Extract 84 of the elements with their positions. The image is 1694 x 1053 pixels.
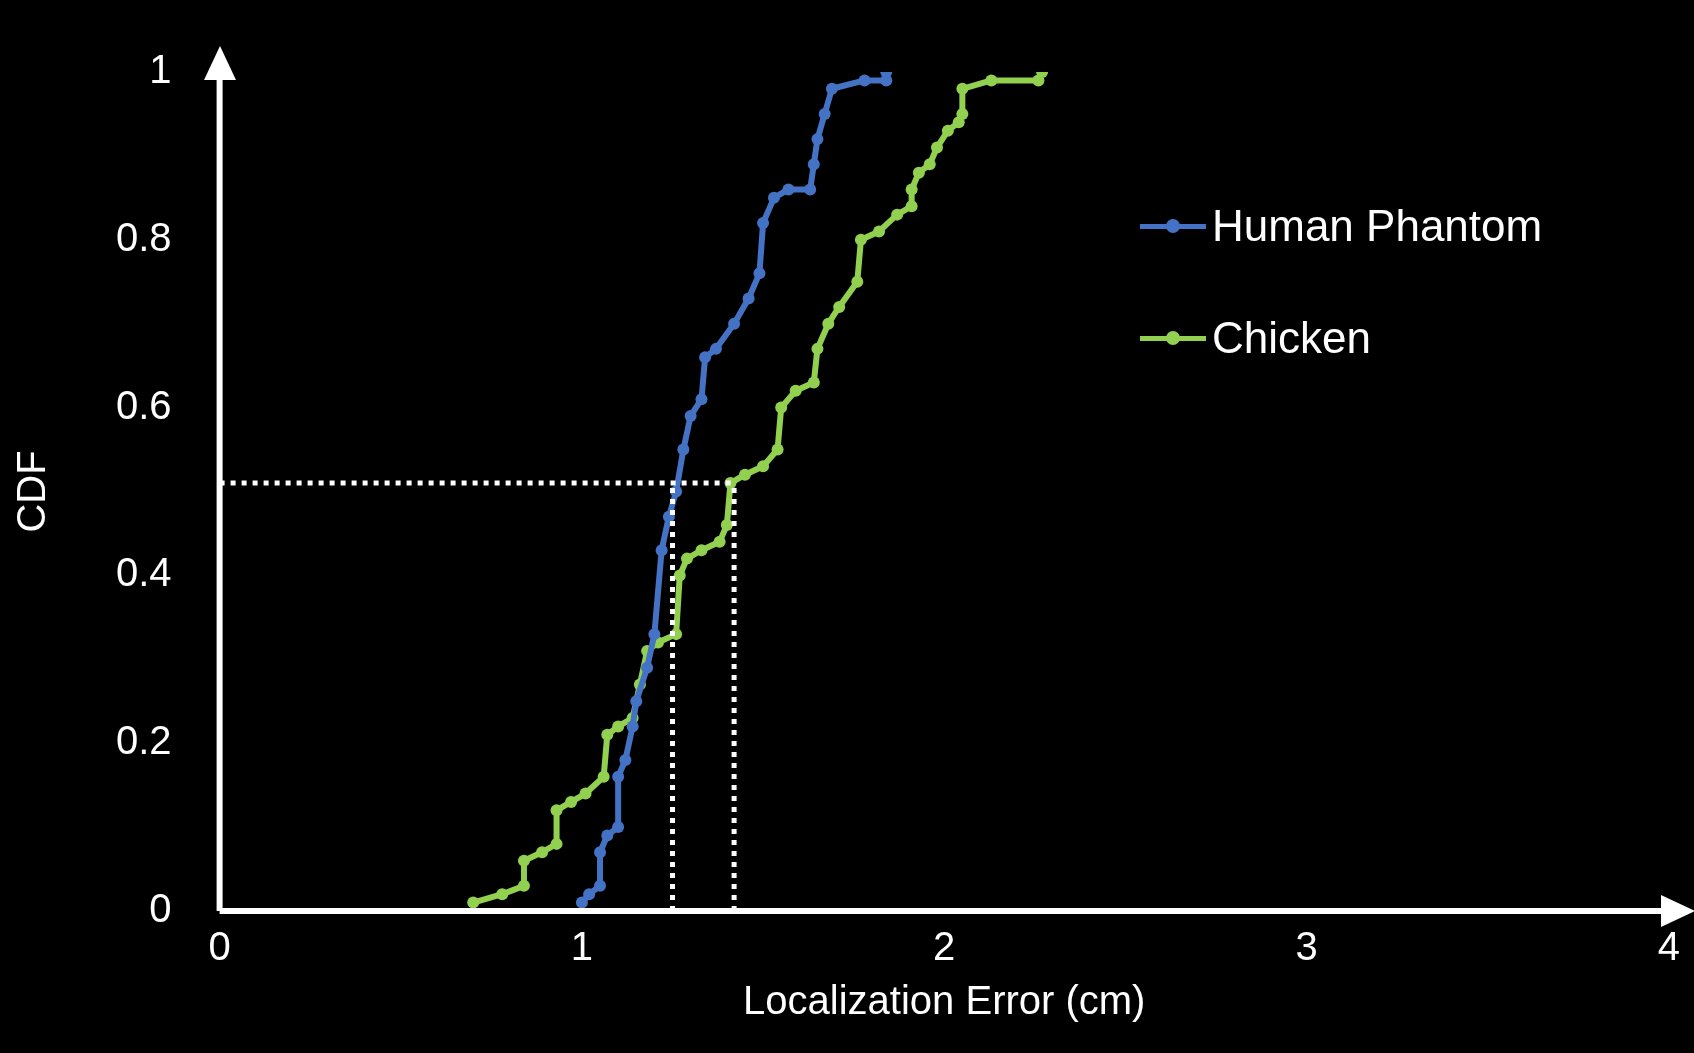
point [630,695,643,708]
point [807,376,820,389]
point [851,275,864,288]
point [720,519,733,532]
point [854,233,867,246]
x-tick-label: 4 [1657,924,1680,969]
point [833,300,846,313]
point [905,183,918,196]
point [789,384,802,397]
point [941,124,954,137]
x-tick-label: 2 [933,924,956,969]
point [601,728,614,741]
point [626,720,639,733]
point [601,829,614,842]
point [579,787,592,800]
point [641,661,654,674]
point [753,267,766,280]
point [594,879,607,892]
point [655,544,668,557]
point [467,896,480,909]
legend-label: Chicken [1212,313,1371,363]
point [956,107,969,120]
x-tick-label: 1 [570,924,594,969]
point [923,158,936,171]
point [684,409,697,422]
point [811,342,824,355]
point [619,753,632,766]
point [742,292,755,305]
x-axis-title: Localization Error (cm) [743,978,1146,1023]
point [612,720,625,733]
point [822,317,835,330]
point [597,770,610,783]
point [550,837,563,850]
point [771,443,784,456]
y-tick-label: 0.2 [116,718,172,763]
y-axis-title: CDF [9,450,54,533]
point [818,107,831,120]
point [757,217,770,230]
point [612,770,625,783]
point [575,896,588,909]
x-tick-label: 0 [208,924,231,969]
point [612,821,625,834]
point [873,225,886,238]
y-tick-label: 0.4 [116,550,172,595]
point [811,133,824,146]
point [517,879,530,892]
point [728,317,741,330]
point [858,74,871,87]
x-tick-label: 3 [1295,924,1318,969]
point [699,351,712,364]
point [738,468,751,481]
point [565,795,578,808]
y-tick-label: 0 [149,886,172,931]
point [912,166,925,179]
y-tick-label: 1 [149,47,172,92]
point [825,82,838,95]
point [767,191,780,204]
point [648,628,661,641]
point [550,804,563,817]
point [956,82,969,95]
point [985,74,998,87]
point [905,200,918,213]
point [536,846,549,859]
point [517,854,530,867]
point [804,183,817,196]
point [695,393,708,406]
point [775,401,788,414]
point [496,888,509,901]
point [583,888,596,901]
point [677,443,690,456]
y-tick-label: 0.6 [116,382,172,427]
point [891,208,904,221]
point [695,544,708,557]
point [782,183,795,196]
point [709,342,722,355]
point [713,535,726,548]
point [673,569,686,582]
point [681,552,693,565]
point [594,846,607,859]
point [807,158,820,171]
point [931,141,943,154]
point [757,460,770,473]
legend-label: Human Phantom [1212,201,1543,251]
y-tick-label: 0.8 [116,214,172,259]
